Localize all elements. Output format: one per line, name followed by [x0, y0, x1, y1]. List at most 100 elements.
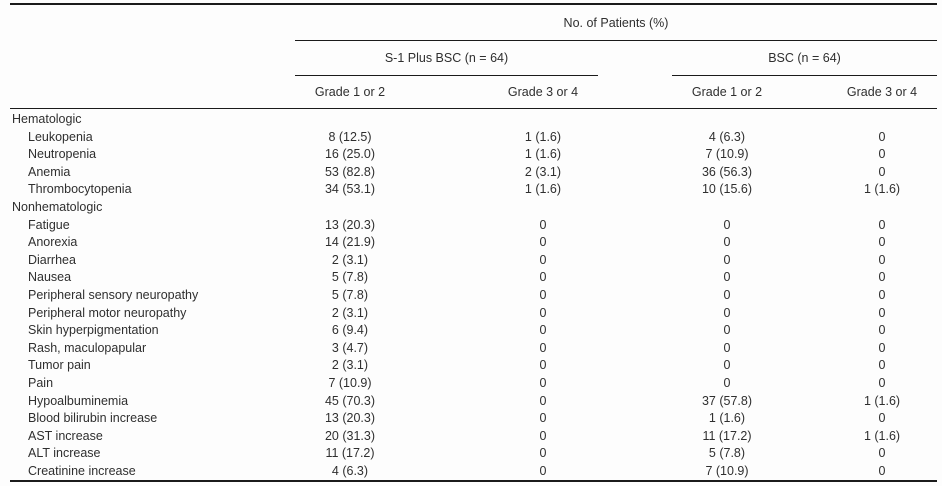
column-gap — [782, 287, 827, 305]
column-gap — [782, 252, 827, 270]
empty-cell — [10, 75, 295, 109]
column-header-grade-1-2-s1: Grade 1 or 2 — [295, 75, 405, 109]
value-cell: 2 (3.1) — [331, 305, 369, 320]
group-header-row: S-1 Plus BSC (n = 64) BSC (n = 64) — [10, 40, 938, 76]
column-gap — [782, 375, 827, 393]
value-cell: 1 (1.6) — [524, 129, 562, 144]
value-cell: 0 — [723, 235, 731, 250]
column-header-grade-1-2-bsc: Grade 1 or 2 — [672, 75, 782, 109]
value-cell: 7 (10.9) — [328, 375, 372, 390]
value-cell: 7 (10.9) — [705, 463, 749, 478]
value-cell — [827, 199, 937, 217]
value-cell: 0 — [878, 463, 886, 478]
table-row: Nausea 5 (7.8) 0 0 0 — [10, 269, 937, 287]
empty-cell — [10, 4, 295, 41]
column-gap — [405, 269, 488, 287]
table-row: Creatinine increase 4 (6.3) 0 7 (10.9) 0 — [10, 463, 937, 482]
row-label: Skin hyperpigmentation — [28, 323, 159, 338]
row-label: Anemia — [28, 164, 71, 179]
table-row: Peripheral sensory neuropathy 5 (7.8) 0 0 0 — [10, 287, 937, 305]
empty-cell — [10, 41, 295, 76]
column-gap — [598, 146, 672, 164]
value-cell: 11 (17.2) — [702, 428, 752, 443]
value-cell: 0 — [539, 375, 547, 390]
table-row: Anemia 53 (82.8) 2 (3.1) 36 (56.3) 0 — [10, 164, 937, 182]
table-row: Thrombocytopenia 34 (53.1) 1 (1.6) 10 (15.6… — [10, 181, 937, 199]
row-label: Neutropenia — [28, 147, 97, 162]
column-gap — [405, 129, 488, 147]
value-cell: 0 — [878, 129, 886, 144]
column-gap — [782, 463, 827, 482]
row-label: Thrombocytopenia — [28, 182, 132, 197]
value-cell: 0 — [539, 217, 547, 232]
table-row: Fatigue 13 (20.3) 0 0 0 — [10, 217, 937, 235]
column-gap — [405, 109, 488, 129]
table-header: No. of Patients (%) S-1 Plus BSC (n = 64… — [10, 4, 938, 109]
value-cell: 0 — [723, 305, 731, 320]
row-label: Nausea — [28, 270, 72, 285]
row-label: Fatigue — [28, 217, 70, 232]
table-row: Nonhematologic — [10, 199, 937, 217]
column-gap — [405, 445, 488, 463]
column-gap — [405, 410, 488, 428]
value-cell: 0 — [539, 446, 547, 461]
column-gap — [598, 217, 672, 235]
row-label: Anorexia — [28, 235, 78, 250]
column-gap — [405, 217, 488, 235]
value-cell — [295, 199, 405, 217]
value-cell: 0 — [723, 287, 731, 302]
column-gap — [405, 340, 488, 358]
column-gap — [598, 199, 672, 217]
group-header-s1-plus-bsc: S-1 Plus BSC (n = 64) — [295, 40, 598, 76]
column-gap — [405, 199, 488, 217]
group-header-bsc: BSC (n = 64) — [672, 40, 938, 76]
value-cell — [672, 199, 782, 217]
value-cell: 0 — [723, 375, 731, 390]
column-gap — [405, 287, 488, 305]
value-cell: 16 (25.0) — [324, 147, 376, 162]
value-cell: 1 (1.6) — [863, 182, 901, 197]
value-cell: 0 — [539, 270, 547, 285]
row-label: Hypoalbuminemia — [28, 393, 129, 408]
table-row: Hematologic — [10, 109, 937, 129]
spanner-row: No. of Patients (%) — [10, 4, 938, 41]
value-cell: 1 (1.6) — [524, 147, 562, 162]
value-cell: 0 — [878, 358, 886, 373]
value-cell: 0 — [878, 287, 886, 302]
value-cell: 0 — [539, 428, 547, 443]
column-gap — [405, 393, 488, 411]
row-label: Rash, maculopapular — [28, 340, 147, 355]
column-gap — [782, 217, 827, 235]
value-cell: 5 (7.8) — [708, 446, 746, 461]
value-cell: 3 (4.7) — [331, 340, 369, 355]
grade-header-row: Grade 1 or 2 Grade 3 or 4 Grade 1 or 2 G… — [10, 75, 938, 109]
value-cell: 20 (31.3) — [324, 428, 376, 443]
column-gap — [782, 129, 827, 147]
value-cell: 0 — [723, 340, 731, 355]
value-cell: 0 — [723, 270, 731, 285]
value-cell — [827, 109, 937, 129]
value-cell: 0 — [539, 252, 547, 267]
table-row: Tumor pain 2 (3.1) 0 0 0 — [10, 357, 937, 375]
value-cell: 2 (3.1) — [524, 164, 562, 179]
value-cell: 14 (21.9) — [324, 235, 376, 250]
column-gap — [405, 305, 488, 323]
column-gap — [405, 234, 488, 252]
value-cell: 1 (1.6) — [863, 428, 901, 443]
value-cell: 1 (1.6) — [708, 411, 746, 426]
row-label: Peripheral sensory neuropathy — [28, 287, 199, 302]
table-row: Pain 7 (10.9) 0 0 0 — [10, 375, 937, 393]
table-row: ALT increase 11 (17.2) 0 5 (7.8) 0 — [10, 445, 937, 463]
value-cell: 0 — [539, 463, 547, 478]
column-header-grade-3-4-bsc: Grade 3 or 4 — [827, 75, 938, 109]
column-gap — [782, 181, 827, 199]
value-cell: 13 (20.3) — [324, 217, 376, 232]
value-cell: 2 (3.1) — [331, 358, 369, 373]
section-label: Nonhematologic — [12, 199, 103, 214]
row-label: Leukopenia — [28, 129, 93, 144]
column-gap — [598, 181, 672, 199]
value-cell: 13 (20.3) — [324, 411, 376, 426]
value-cell: 1 (1.6) — [524, 182, 562, 197]
column-gap — [782, 428, 827, 446]
column-gap — [782, 393, 827, 411]
